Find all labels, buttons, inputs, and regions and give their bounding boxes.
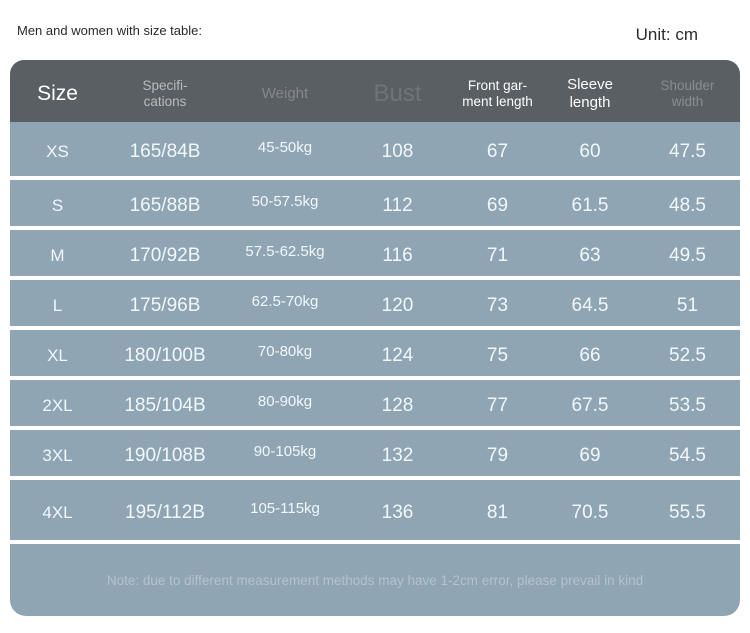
header-cell-front-length: Front gar- ment length — [462, 78, 533, 109]
cell-weight: 45-50kg — [257, 138, 313, 156]
table-row-m: M 170/92B 57.5-62.5kg 116 71 63 49.5 — [10, 230, 740, 276]
cell-weight: 90-105kg — [253, 442, 317, 460]
cell-bust: 116 — [382, 245, 413, 266]
cell-shoulder: 55.5 — [669, 502, 706, 523]
cell-size: 2XL — [42, 396, 73, 415]
table-header-row: Size Specifi- cations Weight Bust Front … — [10, 60, 740, 122]
size-table: Size Specifi- cations Weight Bust Front … — [10, 60, 740, 616]
cell-bust: 108 — [381, 141, 414, 162]
table-row-xl: XL 180/100B 70-80kg 124 75 66 52.5 — [10, 330, 740, 376]
table-row-xs: XS 165/84B 45-50kg 108 67 60 47.5 — [10, 122, 740, 176]
cell-sleeve: 66 — [579, 345, 601, 366]
cell-front: 75 — [486, 345, 509, 366]
cell-bust: 112 — [382, 195, 413, 216]
cell-bust: 136 — [381, 502, 414, 523]
cell-bust: 128 — [381, 395, 414, 416]
cell-bust: 132 — [381, 445, 414, 466]
table-note-band: Note: due to different measurement metho… — [10, 544, 740, 616]
cell-spec: 180/100B — [124, 345, 206, 366]
header-cell-shoulder-width: Shoulder width — [660, 78, 715, 109]
cell-size: 4XL — [42, 503, 73, 522]
cell-sleeve: 61.5 — [571, 195, 609, 216]
header-cell-weight: Weight — [261, 85, 309, 103]
cell-front: 81 — [486, 502, 509, 523]
header-cell-specifications: Specifi- cations — [142, 78, 188, 109]
cell-sleeve: 64.5 — [571, 295, 609, 316]
cell-spec: 190/108B — [124, 445, 206, 466]
cell-bust: 120 — [381, 295, 414, 316]
cell-spec: 170/92B — [129, 245, 201, 266]
header-cell-size: Size — [37, 81, 78, 105]
cell-weight: 50-57.5kg — [251, 192, 319, 210]
cell-sleeve: 67.5 — [571, 395, 609, 416]
header-cell-sleeve-length: Sleeve length — [567, 76, 613, 111]
cell-sleeve: 69 — [579, 445, 601, 466]
page-heading: Men and women with size table: — [17, 23, 202, 38]
table-note: Note: due to different measurement metho… — [106, 572, 644, 588]
cell-weight: 80-90kg — [257, 392, 313, 410]
cell-front: 77 — [486, 395, 509, 416]
table-row-l: L 175/96B 62.5-70kg 120 73 64.5 51 — [10, 280, 740, 326]
cell-weight: 57.5-62.5kg — [245, 242, 325, 260]
cell-shoulder: 51 — [676, 295, 699, 316]
cell-sleeve: 63 — [579, 245, 601, 266]
cell-size: 3XL — [42, 446, 73, 465]
cell-shoulder: 49.5 — [669, 245, 706, 266]
cell-spec: 185/104B — [124, 395, 206, 416]
cell-size: S — [51, 196, 64, 215]
cell-weight: 105-115kg — [250, 499, 320, 517]
header-cell-bust: Bust — [373, 79, 422, 107]
cell-shoulder: 53.5 — [669, 395, 706, 416]
cell-shoulder: 48.5 — [669, 195, 706, 216]
cell-front: 67 — [486, 141, 509, 162]
table-row-2xl: 2XL 185/104B 80-90kg 128 77 67.5 53.5 — [10, 380, 740, 426]
cell-front: 69 — [486, 195, 509, 216]
cell-spec: 165/84B — [129, 141, 201, 162]
cell-size: XS — [46, 142, 69, 161]
cell-weight: 70-80kg — [257, 342, 313, 360]
table-row-4xl: 4XL 195/112B 105-115kg 136 81 70.5 55.5 — [10, 480, 740, 540]
table-row-s: S 165/88B 50-57.5kg 112 69 61.5 48.5 — [10, 180, 740, 226]
cell-shoulder: 47.5 — [669, 141, 706, 162]
cell-front: 73 — [486, 295, 509, 316]
cell-shoulder: 54.5 — [669, 445, 706, 466]
cell-spec: 165/88B — [129, 195, 201, 216]
unit-label: Unit: cm — [635, 25, 698, 44]
cell-spec: 195/112B — [125, 502, 205, 523]
cell-size: L — [52, 296, 63, 315]
cell-spec: 175/96B — [129, 295, 201, 316]
table-row-3xl: 3XL 190/108B 90-105kg 132 79 69 54.5 — [10, 430, 740, 476]
cell-front: 71 — [486, 245, 509, 266]
cell-shoulder: 52.5 — [669, 345, 706, 366]
cell-front: 79 — [486, 445, 509, 466]
cell-sleeve: 60 — [579, 141, 601, 162]
cell-size: XL — [47, 346, 68, 365]
cell-size: M — [50, 246, 65, 265]
cell-bust: 124 — [381, 345, 414, 366]
cell-weight: 62.5-70kg — [251, 292, 319, 310]
cell-sleeve: 70.5 — [571, 502, 609, 523]
